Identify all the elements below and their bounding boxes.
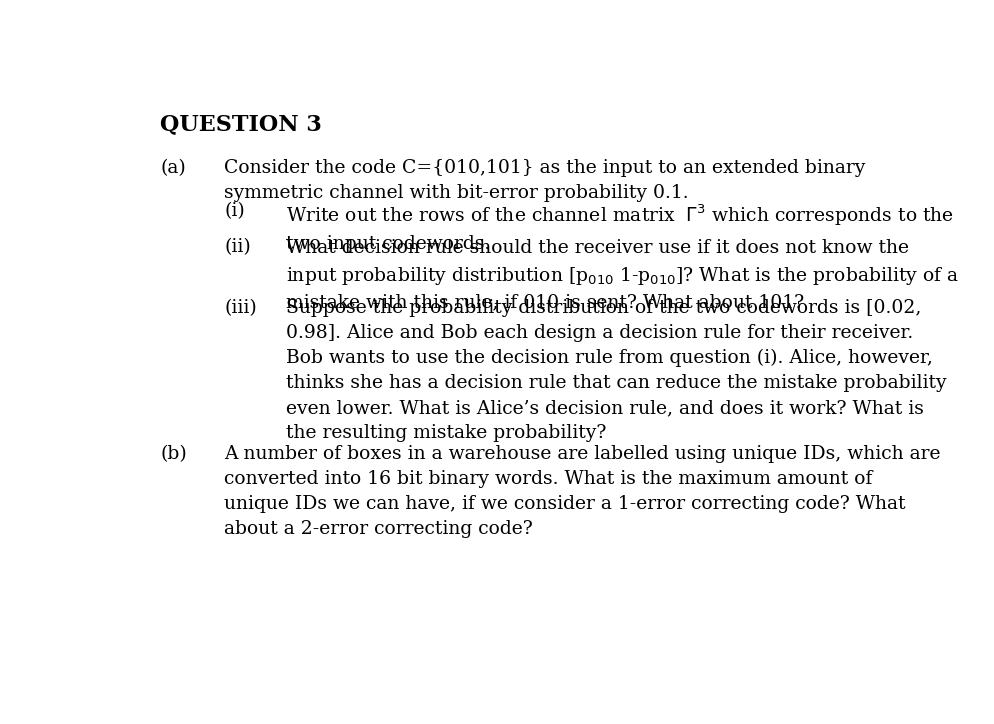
Text: QUESTION 3: QUESTION 3 bbox=[160, 114, 322, 135]
Text: (iii): (iii) bbox=[225, 299, 257, 316]
Text: A number of boxes in a warehouse are labelled using unique IDs, which are
conver: A number of boxes in a warehouse are lab… bbox=[225, 445, 941, 538]
Text: (b): (b) bbox=[160, 445, 187, 463]
Text: What decision rule should the receiver use if it does not know the
input probabi: What decision rule should the receiver u… bbox=[286, 238, 959, 311]
Text: Write out the rows of the channel matrix  $\mathit{\Gamma}^3$ which corresponds : Write out the rows of the channel matrix… bbox=[286, 202, 954, 253]
Text: (i): (i) bbox=[225, 202, 246, 220]
Text: Consider the code C={010,101} as the input to an extended binary
symmetric chann: Consider the code C={010,101} as the inp… bbox=[225, 159, 866, 202]
Text: (ii): (ii) bbox=[225, 238, 251, 256]
Text: (a): (a) bbox=[160, 159, 186, 177]
Text: Suppose the probability distribution of the two codewords is [0.02,
0.98]. Alice: Suppose the probability distribution of … bbox=[286, 299, 946, 442]
